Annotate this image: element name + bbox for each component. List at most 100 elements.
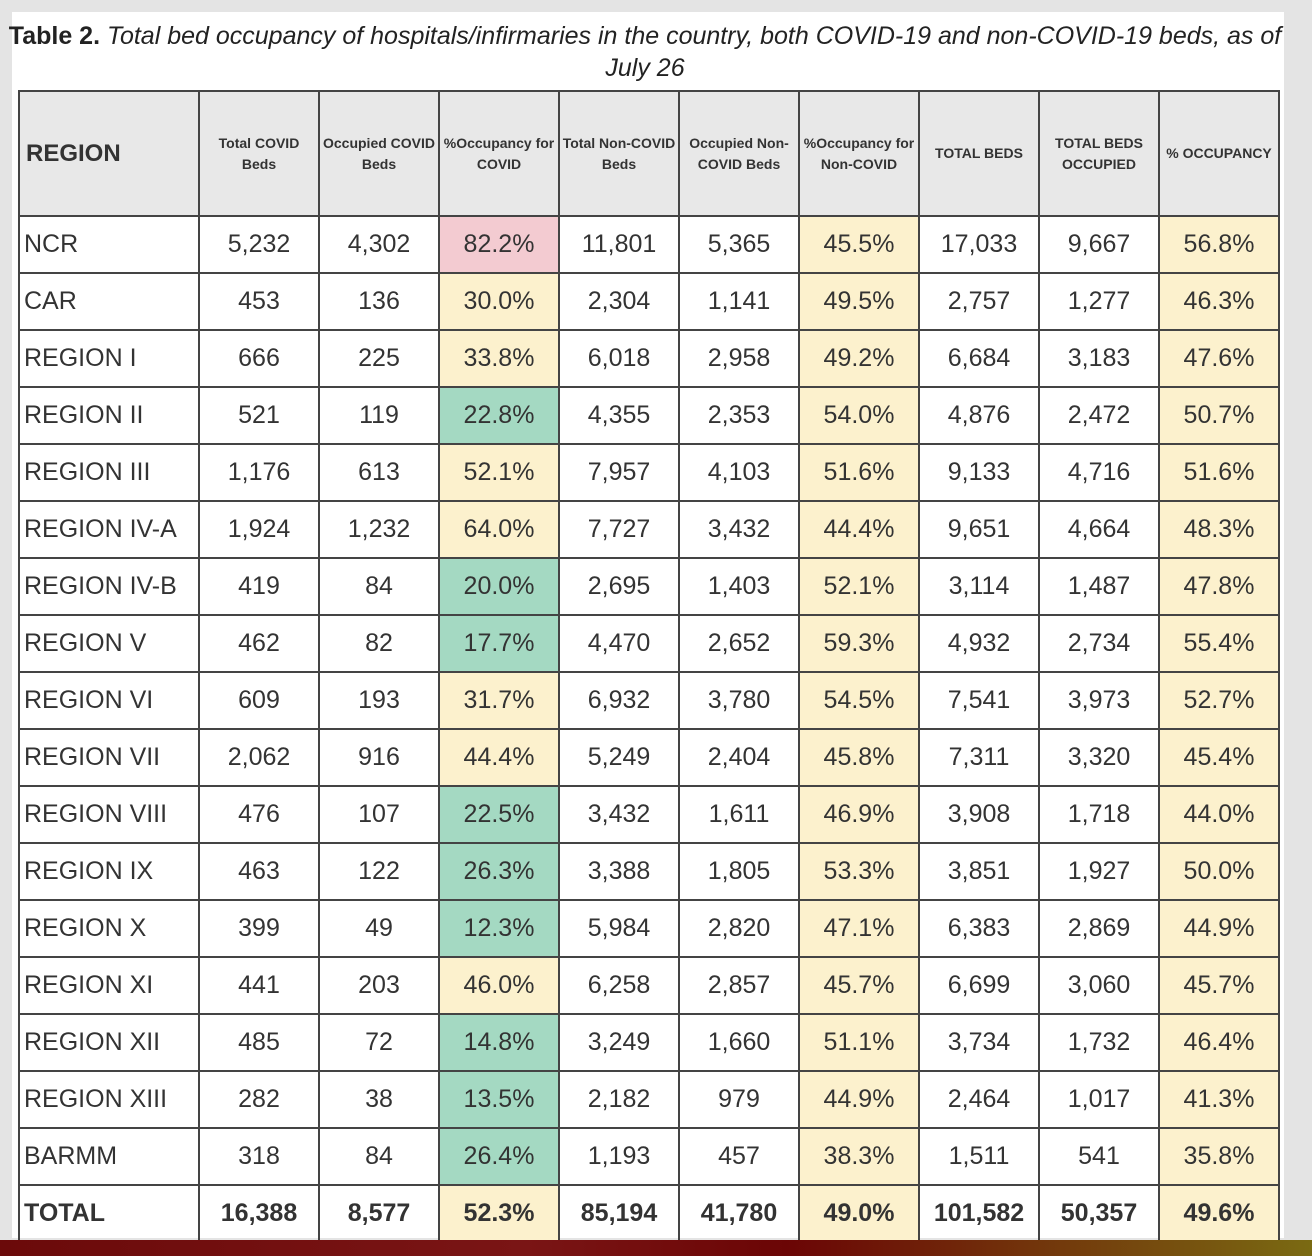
value-cell: 4,932 xyxy=(918,614,1040,673)
value-cell: 49.6% xyxy=(1158,1184,1280,1243)
table-row: REGION V 462 82 17.7% 4,470 2,652 59.3% 4,932 2,… xyxy=(18,614,1280,673)
value-cell: 47.8% xyxy=(1158,557,1280,616)
value-cell: 82 xyxy=(318,614,440,673)
region-cell: REGION VII xyxy=(18,728,200,787)
value-cell: 5,365 xyxy=(678,215,800,274)
value-cell: 476 xyxy=(198,785,320,844)
value-cell: 33.8% xyxy=(438,329,560,388)
value-cell: 44.9% xyxy=(798,1070,920,1129)
value-cell: 22.5% xyxy=(438,785,560,844)
table-row: CAR 453 136 30.0% 2,304 1,141 49.5% 2,757 1,277 4… xyxy=(18,272,1280,331)
table-row: REGION IV-A 1,924 1,232 64.0% 7,727 3,432 44.4… xyxy=(18,500,1280,559)
value-cell: 3,908 xyxy=(918,785,1040,844)
column-header: %Occupancy for Non-COVID xyxy=(798,90,920,217)
column-header: Occupied COVID Beds xyxy=(318,90,440,217)
value-cell: 47.1% xyxy=(798,899,920,958)
value-cell: 318 xyxy=(198,1127,320,1186)
value-cell: 666 xyxy=(198,329,320,388)
value-cell: 3,183 xyxy=(1038,329,1160,388)
value-cell: 457 xyxy=(678,1127,800,1186)
value-cell: 3,734 xyxy=(918,1013,1040,1072)
value-cell: 1,403 xyxy=(678,557,800,616)
value-cell: 1,141 xyxy=(678,272,800,331)
value-cell: 17,033 xyxy=(918,215,1040,274)
region-cell: REGION VI xyxy=(18,671,200,730)
value-cell: 2,464 xyxy=(918,1070,1040,1129)
table-row: REGION XI 441 203 46.0% 6,258 2,857 45.7% 6,699… xyxy=(18,956,1280,1015)
value-cell: 44.4% xyxy=(798,500,920,559)
value-cell: 45.4% xyxy=(1158,728,1280,787)
value-cell: 49.2% xyxy=(798,329,920,388)
value-cell: 46.9% xyxy=(798,785,920,844)
value-cell: 4,302 xyxy=(318,215,440,274)
value-cell: 541 xyxy=(1038,1127,1160,1186)
value-cell: 203 xyxy=(318,956,440,1015)
value-cell: 2,062 xyxy=(198,728,320,787)
value-cell: 64.0% xyxy=(438,500,560,559)
column-header: TOTAL BEDS OCCUPIED xyxy=(1038,90,1160,217)
value-cell: 6,018 xyxy=(558,329,680,388)
value-cell: 2,472 xyxy=(1038,386,1160,445)
value-cell: 38.3% xyxy=(798,1127,920,1186)
value-cell: 84 xyxy=(318,557,440,616)
value-cell: 30.0% xyxy=(438,272,560,331)
value-cell: 7,727 xyxy=(558,500,680,559)
value-cell: 13.5% xyxy=(438,1070,560,1129)
column-header: % OCCUPANCY xyxy=(1158,90,1280,217)
value-cell: 1,611 xyxy=(678,785,800,844)
value-cell: 119 xyxy=(318,386,440,445)
table-row: REGION I 666 225 33.8% 6,018 2,958 49.2% 6,684 3… xyxy=(18,329,1280,388)
value-cell: 54.5% xyxy=(798,671,920,730)
value-cell: 17.7% xyxy=(438,614,560,673)
value-cell: 50.0% xyxy=(1158,842,1280,901)
value-cell: 53.3% xyxy=(798,842,920,901)
table-row: REGION IV-B 419 84 20.0% 2,695 1,403 52.1% 3,11… xyxy=(18,557,1280,616)
value-cell: 54.0% xyxy=(798,386,920,445)
value-cell: 2,353 xyxy=(678,386,800,445)
value-cell: 26.3% xyxy=(438,842,560,901)
value-cell: 14.8% xyxy=(438,1013,560,1072)
region-cell: REGION XII xyxy=(18,1013,200,1072)
value-cell: 3,060 xyxy=(1038,956,1160,1015)
value-cell: 46.0% xyxy=(438,956,560,1015)
value-cell: 31.7% xyxy=(438,671,560,730)
value-cell: 3,432 xyxy=(558,785,680,844)
value-cell: 5,984 xyxy=(558,899,680,958)
value-cell: 56.8% xyxy=(1158,215,1280,274)
value-cell: 49.5% xyxy=(798,272,920,331)
value-cell: 399 xyxy=(198,899,320,958)
value-cell: 44.0% xyxy=(1158,785,1280,844)
column-header: REGION xyxy=(18,90,200,217)
value-cell: 52.1% xyxy=(438,443,560,502)
value-cell: 85,194 xyxy=(558,1184,680,1243)
value-cell: 979 xyxy=(678,1070,800,1129)
region-cell: REGION IV-B xyxy=(18,557,200,616)
value-cell: 6,699 xyxy=(918,956,1040,1015)
value-cell: 3,249 xyxy=(558,1013,680,1072)
value-cell: 485 xyxy=(198,1013,320,1072)
column-header: Total COVID Beds xyxy=(198,90,320,217)
value-cell: 2,958 xyxy=(678,329,800,388)
value-cell: 47.6% xyxy=(1158,329,1280,388)
value-cell: 6,932 xyxy=(558,671,680,730)
region-cell: REGION X xyxy=(18,899,200,958)
region-cell: REGION III xyxy=(18,443,200,502)
value-cell: 4,876 xyxy=(918,386,1040,445)
table-caption-text: Total bed occupancy of hospitals/infirma… xyxy=(106,22,1282,82)
value-cell: 2,820 xyxy=(678,899,800,958)
value-cell: 3,114 xyxy=(918,557,1040,616)
column-header: %Occupancy for COVID xyxy=(438,90,560,217)
table-row: REGION III 1,176 613 52.1% 7,957 4,103 51.6% 9,… xyxy=(18,443,1280,502)
value-cell: 20.0% xyxy=(438,557,560,616)
table-row: REGION VI 609 193 31.7% 6,932 3,780 54.5% 7,541… xyxy=(18,671,1280,730)
value-cell: 1,511 xyxy=(918,1127,1040,1186)
region-cell: REGION VIII xyxy=(18,785,200,844)
table-row: REGION XII 485 72 14.8% 3,249 1,660 51.1% 3,734… xyxy=(18,1013,1280,1072)
value-cell: 7,957 xyxy=(558,443,680,502)
value-cell: 916 xyxy=(318,728,440,787)
value-cell: 44.9% xyxy=(1158,899,1280,958)
value-cell: 41,780 xyxy=(678,1184,800,1243)
value-cell: 12.3% xyxy=(438,899,560,958)
value-cell: 45.7% xyxy=(1158,956,1280,1015)
value-cell: 225 xyxy=(318,329,440,388)
